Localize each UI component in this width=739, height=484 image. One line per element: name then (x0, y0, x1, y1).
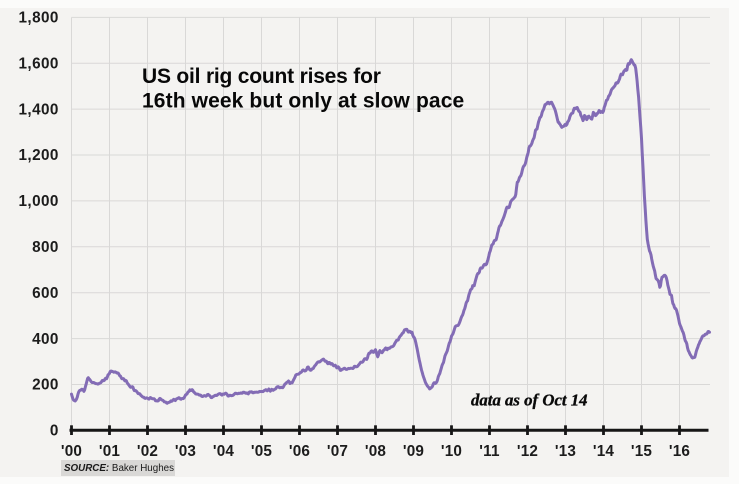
svg-text:1,600: 1,600 (19, 55, 59, 72)
svg-text:'08: '08 (365, 443, 387, 460)
svg-text:'12: '12 (517, 443, 538, 460)
svg-text:1,800: 1,800 (19, 10, 59, 27)
svg-text:'05: '05 (251, 443, 273, 460)
svg-text:1,000: 1,000 (19, 193, 59, 210)
svg-text:200: 200 (32, 377, 59, 394)
svg-text:'13: '13 (555, 443, 576, 460)
svg-text:1,400: 1,400 (19, 101, 59, 118)
svg-text:16th week but only at slow pac: 16th week but only at slow pace (142, 90, 464, 113)
svg-text:SOURCE: Baker Hughes: SOURCE: Baker Hughes (64, 463, 174, 474)
svg-text:'00: '00 (61, 443, 82, 460)
svg-text:600: 600 (32, 285, 59, 302)
svg-text:'06: '06 (289, 443, 310, 460)
svg-text:'09: '09 (403, 443, 424, 460)
svg-text:1,200: 1,200 (19, 147, 59, 164)
svg-text:US oil rig count rises for: US oil rig count rises for (142, 65, 381, 88)
svg-text:'10: '10 (441, 443, 462, 460)
svg-text:'01: '01 (99, 443, 121, 460)
svg-text:'02: '02 (137, 443, 158, 460)
svg-text:'15: '15 (631, 443, 653, 460)
svg-text:data as of Oct 14: data as of Oct 14 (471, 391, 588, 410)
svg-text:'07: '07 (327, 443, 348, 460)
svg-text:'14: '14 (593, 443, 615, 460)
svg-text:'11: '11 (479, 443, 500, 460)
svg-text:0: 0 (50, 423, 59, 440)
svg-text:800: 800 (32, 239, 59, 256)
svg-text:'04: '04 (213, 443, 235, 460)
svg-text:'16: '16 (669, 443, 690, 460)
svg-text:400: 400 (32, 331, 59, 348)
svg-text:'03: '03 (175, 443, 196, 460)
